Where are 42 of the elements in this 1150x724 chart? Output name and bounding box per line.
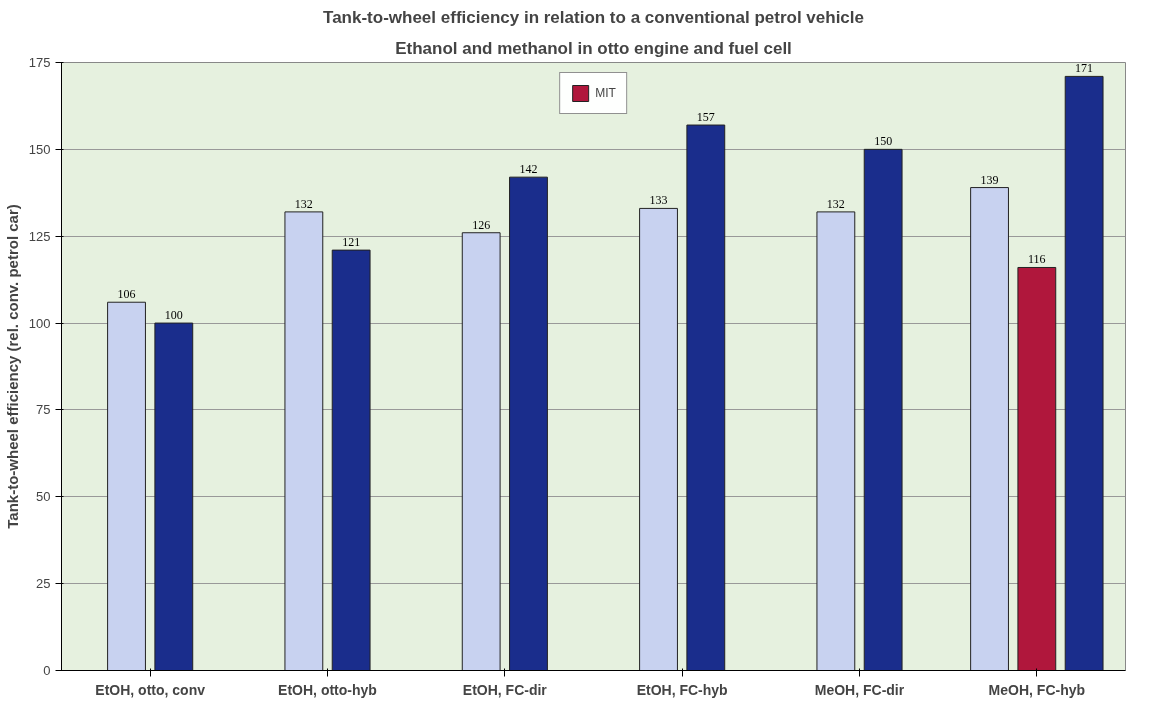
bar bbox=[509, 176, 548, 671]
bar bbox=[331, 249, 371, 671]
data-label: 132 bbox=[294, 196, 313, 211]
y-tick-label: 0 bbox=[43, 663, 51, 678]
y-tick-label: 100 bbox=[28, 315, 51, 331]
bar bbox=[639, 207, 678, 671]
y-axis-title: Tank-to-wheel efficiency (rel. conv. petrol car) bbox=[3, 204, 21, 529]
x-tick-label: MeOH, FC-hyb bbox=[988, 681, 1086, 698]
data-label: 150 bbox=[874, 134, 893, 149]
y-tick-label: 150 bbox=[28, 141, 51, 157]
data-label: 116 bbox=[1028, 252, 1046, 267]
legend-label: MIT bbox=[595, 86, 616, 100]
x-tick-label: MeOH, FC-dir bbox=[814, 681, 905, 698]
chart-subtitle: Ethanol and methanol in otto engine and fuel cell bbox=[395, 38, 792, 58]
x-tick-label: EtOH, FC-hyb bbox=[636, 681, 728, 698]
y-tick-label: 175 bbox=[28, 55, 51, 70]
bar bbox=[1017, 266, 1057, 671]
data-label: 106 bbox=[117, 287, 136, 302]
x-tick-label: EtOH, otto, conv bbox=[95, 681, 206, 698]
data-label: 132 bbox=[826, 196, 845, 211]
y-tick-label: 50 bbox=[36, 489, 51, 505]
bar bbox=[686, 124, 726, 671]
data-label: 139 bbox=[980, 172, 999, 187]
data-label: 157 bbox=[696, 110, 715, 125]
data-label: 100 bbox=[164, 308, 183, 323]
y-tick-label: 125 bbox=[28, 228, 51, 244]
y-tick-label: 25 bbox=[36, 576, 51, 592]
bar bbox=[461, 232, 501, 671]
x-tick-label: EtOH, otto-hyb bbox=[278, 681, 377, 698]
data-label: 142 bbox=[519, 162, 538, 177]
y-tick-label: 75 bbox=[36, 402, 51, 418]
data-label: 133 bbox=[649, 193, 668, 208]
bar bbox=[284, 211, 324, 671]
x-tick-label: EtOH, FC-dir bbox=[462, 681, 548, 698]
bar bbox=[107, 301, 146, 671]
data-label: 126 bbox=[472, 217, 491, 232]
bar bbox=[154, 322, 194, 671]
chart-title: Tank-to-wheel efficiency in relation to a conventional petrol vehicle bbox=[323, 7, 864, 27]
bar bbox=[863, 148, 903, 671]
data-label: 171 bbox=[1075, 61, 1094, 76]
data-label: 121 bbox=[342, 235, 361, 250]
bar bbox=[816, 211, 856, 671]
